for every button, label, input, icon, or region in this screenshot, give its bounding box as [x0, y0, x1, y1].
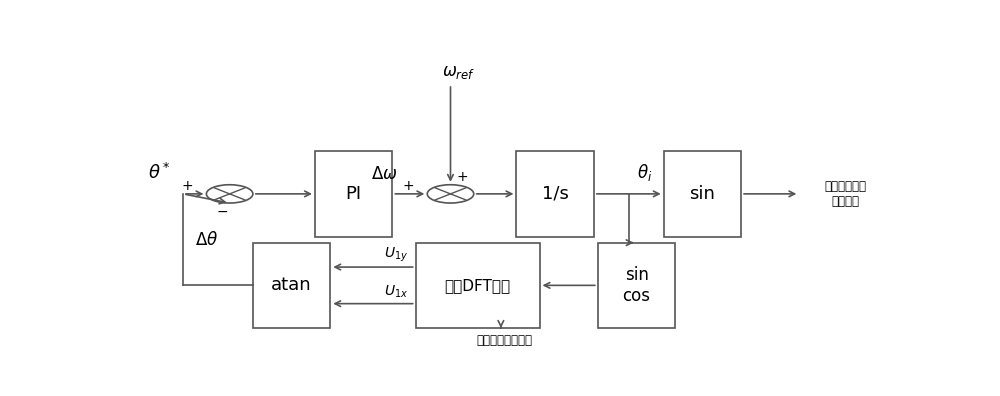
Text: $\Delta\omega$: $\Delta\omega$	[371, 165, 398, 183]
Text: sin: sin	[689, 185, 715, 203]
Text: $\Delta\theta$: $\Delta\theta$	[195, 230, 218, 249]
Text: 1/s: 1/s	[542, 185, 569, 203]
Text: $U_{1x}$: $U_{1x}$	[384, 283, 408, 300]
Text: 输出电网电压
基波信息: 输出电网电压 基波信息	[825, 180, 867, 208]
Bar	[664, 151, 741, 236]
Text: 输入电网电压信号: 输入电网电压信号	[477, 334, 533, 347]
Text: $-$: $-$	[216, 204, 228, 218]
Text: $+$: $+$	[402, 179, 414, 193]
Circle shape	[206, 185, 253, 203]
Text: $\theta^*$: $\theta^*$	[148, 162, 171, 183]
Bar	[598, 243, 675, 328]
Bar	[416, 243, 540, 328]
Text: $+$: $+$	[456, 170, 468, 184]
Text: $U_{1y}$: $U_{1y}$	[384, 246, 408, 264]
Text: atan: atan	[271, 276, 312, 294]
Text: $+$: $+$	[181, 179, 193, 193]
Circle shape	[427, 185, 474, 203]
Bar	[253, 243, 330, 328]
Bar	[516, 151, 594, 236]
Text: 滑动DFT算法: 滑动DFT算法	[445, 278, 511, 293]
Text: $\omega_{ref}$: $\omega_{ref}$	[442, 63, 475, 81]
Text: PI: PI	[346, 185, 362, 203]
Text: sin
cos: sin cos	[622, 266, 650, 305]
Text: $\theta_i$: $\theta_i$	[637, 162, 652, 183]
Bar	[315, 151, 392, 236]
